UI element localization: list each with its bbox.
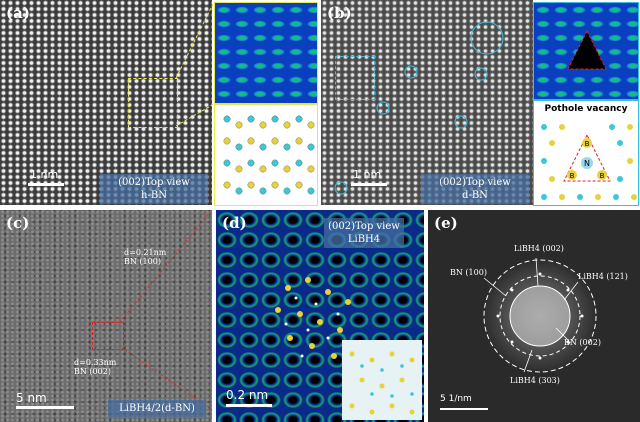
- panel-b-label: (b): [327, 4, 352, 22]
- panel-a-scale-text: 1 nm: [30, 168, 59, 181]
- panel-b-vacancy-model: Pothole vacancy B B B N: [533, 100, 639, 206]
- panel-c-annot1: d=0.21nm BN (100): [124, 248, 166, 266]
- panel-a-scale-bar: [28, 183, 64, 186]
- panel-a-caption-line1: (002)Top view: [118, 177, 190, 188]
- panel-b-caption-line1: (002)Top view: [439, 177, 511, 188]
- panel-e-rings: [482, 257, 598, 374]
- panel-b-model-svg: B B B N: [541, 124, 637, 200]
- panel-d-map: (d) (002)Top view LiBH4 0.2 nm: [216, 210, 424, 422]
- atom-b-top: B: [585, 140, 590, 148]
- panel-b-vacancy-circles: [334, 21, 504, 195]
- panel-b-scale-bar: [351, 183, 387, 186]
- panel-e-fft: (e) LiBH4 (002) BN (100) LiBH4 (121) BN …: [428, 210, 640, 422]
- panel-b-zoom-box: [335, 56, 375, 100]
- panel-a-hrtem: (a) 1 nm (002)Top view h-BN: [0, 0, 212, 205]
- panel-e-ring1-label: LiBH4 (002): [514, 244, 564, 253]
- panel-a-zoom-box: [128, 78, 178, 128]
- panel-c-roi: [92, 322, 124, 350]
- panel-d-label: (d): [222, 214, 247, 232]
- panel-c-annot1-line1: d=0.21nm: [124, 248, 167, 257]
- panel-b-scale-text: 1 nm: [353, 168, 382, 181]
- panel-d-lattice-inset: [342, 340, 422, 420]
- panel-a-caption: (002)Top view h-BN: [100, 174, 208, 204]
- panel-c-annot1-line2: BN (100): [124, 257, 161, 266]
- panel-a-label: (a): [6, 4, 30, 22]
- panel-c-annot2-line1: d=0.33nm: [74, 358, 117, 367]
- panel-c-label: (c): [6, 214, 30, 232]
- panel-e-ring3-label: LiBH4 (121): [578, 272, 628, 281]
- panel-a-caption-line2: h-BN: [141, 190, 167, 201]
- panel-d-caption-line1: (002)Top view: [328, 221, 400, 232]
- panel-d-overlay-atoms: [275, 277, 351, 359]
- panel-c-tem: (c) d=0.21nm BN (100) d=0.33nm BN (002) …: [0, 210, 212, 422]
- panel-b-vacancy-triangle: [567, 29, 607, 70]
- panel-c-scale-bar: [16, 406, 74, 409]
- panel-c-caption: LiBH4/2(d-BN): [108, 400, 206, 417]
- panel-d-inset-svg: [349, 351, 415, 415]
- panel-c-annot2-line2: BN (002): [74, 367, 111, 376]
- panel-c-edge-line: [119, 210, 212, 411]
- panel-d-caption: (002)Top view LiBH4: [324, 218, 404, 248]
- atom-n-center: N: [584, 159, 590, 168]
- panel-b-caption-line2: d-BN: [462, 190, 488, 201]
- panel-b-zoom-image: [533, 2, 639, 100]
- panel-d-scale-text: 0.2 nm: [226, 388, 269, 402]
- panel-a-lattice-model: [214, 104, 318, 206]
- atom-b-left: B: [570, 172, 575, 180]
- panel-a-zoom-image: [214, 2, 318, 104]
- panel-e-ring4-label: BN (002): [564, 338, 601, 347]
- panel-e-scale-text: 5 1/nm: [440, 394, 472, 404]
- panel-c-scale-text: 5 nm: [16, 391, 47, 405]
- atom-b-right: B: [600, 172, 605, 180]
- panel-a-lattice-svg: [223, 115, 315, 195]
- panel-e-scale-bar: [440, 408, 488, 410]
- panel-e-ring5-label: LiBH4 (303): [510, 376, 560, 385]
- panel-d-scale-bar: [226, 404, 272, 407]
- panel-e-ring2-label: BN (100): [450, 268, 487, 277]
- panel-b-caption: (002)Top view d-BN: [421, 174, 529, 204]
- panel-b-inset-title: Pothole vacancy: [544, 104, 628, 114]
- panel-d-caption-line2: LiBH4: [347, 234, 381, 245]
- panel-e-label: (e): [434, 214, 458, 232]
- panel-c-annot2: d=0.33nm BN (002): [74, 358, 116, 376]
- panel-b-hrtem: (b) 1 nm (002)Top view d-BN: [321, 0, 533, 205]
